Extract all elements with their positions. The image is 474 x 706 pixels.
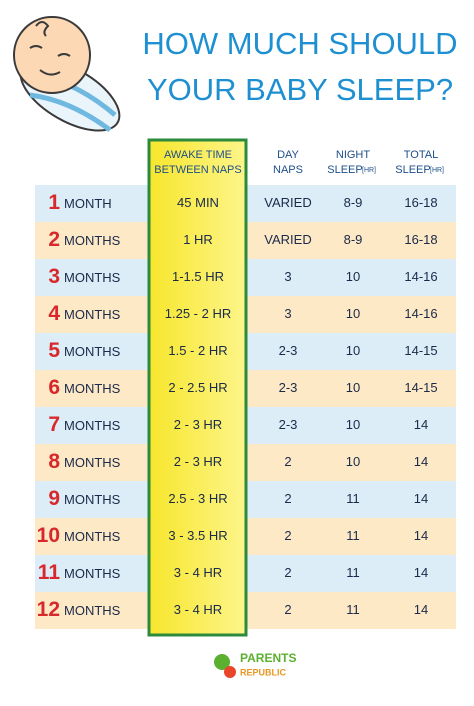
awake-time: 3 - 4 HR [174,602,222,617]
month-number: 11 [38,561,61,584]
awake-time: 1-1.5 HR [172,269,224,284]
month-label: MONTHS [64,344,121,359]
total-sleep: 14-15 [404,380,437,395]
night-sleep: 10 [346,380,360,395]
total-sleep: 14-15 [404,343,437,358]
header-unit: [HR] [362,167,376,174]
header: AWAKE TIME [164,149,232,161]
month-label: MONTHS [64,381,121,396]
month-number: 2 [48,228,60,251]
brand: REPUBLIC [240,667,287,677]
header: SLEEP [395,164,430,176]
day-naps: 2-3 [279,417,298,432]
brand: PARENTS [240,651,296,665]
month-number: 12 [37,598,60,621]
brand-logo: PARENTS REPUBLIC [214,651,296,678]
day-naps: VARIED [264,195,311,210]
total-sleep: 16-18 [404,232,437,247]
month-label: MONTHS [64,455,121,470]
night-sleep: 11 [346,528,360,543]
baby-illustration [13,16,121,133]
month-label: MONTHS [64,603,121,618]
day-naps: 3 [284,306,291,321]
header: BETWEEN NAPS [154,164,241,176]
awake-time: 2 - 3 HR [174,417,222,432]
month-number: 4 [48,302,60,325]
header: DAY [277,149,299,161]
day-naps: 2-3 [279,380,298,395]
total-sleep: 14-16 [404,306,437,321]
month-number: 1 [48,191,60,214]
night-sleep: 10 [346,417,360,432]
awake-time: 2.5 - 3 HR [168,491,227,506]
day-naps: 2 [284,454,291,469]
day-naps: 2 [284,528,291,543]
month-label: MONTHS [64,233,121,248]
header-unit: [HR] [430,167,444,174]
month-number: 8 [48,450,60,473]
total-sleep: 14 [414,602,428,617]
day-naps: 2 [284,565,291,580]
day-naps: VARIED [264,232,311,247]
awake-time: 1.5 - 2 HR [168,343,227,358]
month-label: MONTHS [64,529,121,544]
month-label: MONTHS [64,566,121,581]
total-sleep: 14 [414,565,428,580]
day-naps: 2-3 [279,343,298,358]
month-label: MONTHS [64,270,121,285]
night-sleep: 10 [346,306,360,321]
month-label: MONTH [64,196,112,211]
month-number: 3 [48,265,60,288]
night-sleep: 8-9 [344,195,363,210]
awake-time: 45 MIN [177,195,219,210]
title-line: YOUR BABY SLEEP? [147,72,453,107]
awake-time: 1.25 - 2 HR [165,306,231,321]
awake-time: 3 - 3.5 HR [168,528,227,543]
month-number: 5 [48,339,60,362]
month-label: MONTHS [64,492,121,507]
night-sleep: 11 [346,491,360,506]
day-naps: 2 [284,491,291,506]
night-sleep: 10 [346,269,360,284]
day-naps: 3 [284,269,291,284]
total-sleep: 14-16 [404,269,437,284]
night-sleep: 11 [346,565,360,580]
total-sleep: 14 [414,454,428,469]
night-sleep: 11 [346,602,360,617]
awake-time: 3 - 4 HR [174,565,222,580]
header: TOTAL [404,149,438,161]
total-sleep: 14 [414,528,428,543]
total-sleep: 14 [414,417,428,432]
awake-time: 2 - 3 HR [174,454,222,469]
night-sleep: 8-9 [344,232,363,247]
header: SLEEP [327,164,362,176]
month-label: MONTHS [64,418,121,433]
header: NIGHT [336,149,371,161]
month-number: 10 [37,524,60,547]
awake-time: 2 - 2.5 HR [168,380,227,395]
header: NAPS [273,164,303,176]
day-naps: 2 [284,602,291,617]
month-number: 7 [48,413,60,436]
title-line: HOW MUCH SHOULD [142,26,457,61]
month-number: 6 [48,376,60,399]
total-sleep: 14 [414,491,428,506]
night-sleep: 10 [346,454,360,469]
month-label: MONTHS [64,307,121,322]
month-number: 9 [48,487,60,510]
night-sleep: 10 [346,343,360,358]
awake-column [147,138,248,637]
awake-time: 1 HR [183,232,213,247]
total-sleep: 16-18 [404,195,437,210]
